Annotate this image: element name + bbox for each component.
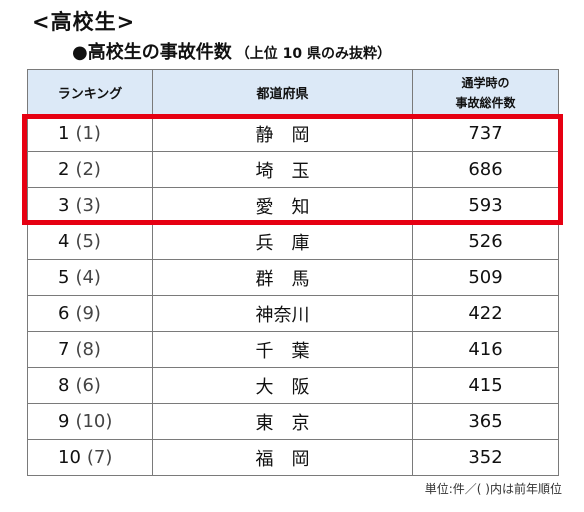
header-count: 通学時の 事故総件数	[412, 69, 559, 116]
previous-rank: (10)	[75, 411, 113, 432]
rank-value: 1	[58, 123, 70, 144]
prefecture-name: 大阪	[255, 376, 328, 398]
ranking-table: ランキング 都道府県 通学時の 事故総件数 1 (1) 静岡 737 2 (2) 埼玉 686…	[27, 69, 559, 476]
table-row: 1 (1) 静岡 737	[27, 115, 559, 152]
rank-cell: 7 (8)	[27, 331, 153, 368]
table-row: 2 (2) 埼玉 686	[27, 151, 559, 188]
prefecture-name: 群馬	[255, 268, 328, 290]
table-row: 5 (4) 群馬 509	[27, 259, 559, 296]
table-header-row: ランキング 都道府県 通学時の 事故総件数	[27, 69, 559, 116]
table-row: 4 (5) 兵庫 526	[27, 223, 559, 260]
table-row: 8 (6) 大阪 415	[27, 367, 559, 404]
table-title-note: （上位 10 県のみ抜粋）	[235, 46, 391, 62]
prefecture-cell: 埼玉	[152, 151, 413, 188]
rank-value: 7	[58, 339, 70, 360]
table-title: ●高校生の事故件数 （上位 10 県のみ抜粋）	[72, 38, 391, 64]
prefecture-cell: 千葉	[152, 331, 413, 368]
count-cell: 593	[412, 187, 559, 224]
prefecture-name: 東京	[255, 412, 328, 434]
prefecture-name: 神奈川	[255, 304, 310, 326]
rank-cell: 5 (4)	[27, 259, 153, 296]
count-cell: 526	[412, 223, 559, 260]
rank-value: 3	[58, 195, 70, 216]
prefecture-name: 兵庫	[255, 232, 328, 254]
previous-rank: (8)	[75, 339, 101, 360]
header-count-line1: 通学時の	[461, 75, 510, 90]
rank-cell: 10 (7)	[27, 439, 153, 476]
prefecture-cell: 大阪	[152, 367, 413, 404]
prefecture-cell: 神奈川	[152, 295, 413, 332]
table-title-main: ●高校生の事故件数	[72, 42, 232, 63]
table-row: 7 (8) 千葉 416	[27, 331, 559, 368]
section-heading: <高校生>	[32, 10, 136, 34]
header-prefecture: 都道府県	[152, 69, 413, 116]
previous-rank: (4)	[75, 267, 101, 288]
prefecture-name: 埼玉	[255, 160, 328, 182]
previous-rank: (7)	[86, 447, 113, 468]
rank-value: 2	[58, 159, 70, 180]
count-cell: 352	[412, 439, 559, 476]
count-cell: 686	[412, 151, 559, 188]
count-cell: 415	[412, 367, 559, 404]
table-row: 6 (9) 神奈川 422	[27, 295, 559, 332]
previous-rank: (6)	[75, 375, 101, 396]
count-cell: 422	[412, 295, 559, 332]
rank-value: 8	[58, 375, 70, 396]
prefecture-cell: 群馬	[152, 259, 413, 296]
count-cell: 737	[412, 115, 559, 152]
previous-rank: (5)	[75, 231, 101, 252]
rank-cell: 8 (6)	[27, 367, 153, 404]
table-row: 10 (7) 福岡 352	[27, 439, 559, 476]
table-row: 3 (3) 愛知 593	[27, 187, 559, 224]
rank-value: 10	[58, 447, 81, 468]
header-count-line2: 事故総件数	[455, 95, 516, 110]
count-cell: 365	[412, 403, 559, 440]
rank-cell: 6 (9)	[27, 295, 153, 332]
rank-value: 4	[58, 231, 70, 252]
rank-cell: 2 (2)	[27, 151, 153, 188]
prefecture-cell: 東京	[152, 403, 413, 440]
prefecture-cell: 兵庫	[152, 223, 413, 260]
prefecture-cell: 福岡	[152, 439, 413, 476]
rank-value: 5	[58, 267, 70, 288]
prefecture-name: 静岡	[255, 124, 328, 146]
prefecture-name: 福岡	[255, 448, 328, 470]
rank-cell: 9 (10)	[27, 403, 153, 440]
prefecture-cell: 静岡	[152, 115, 413, 152]
rank-cell: 4 (5)	[27, 223, 153, 260]
footnote: 単位:件／( )内は前年順位	[424, 482, 562, 496]
previous-rank: (9)	[75, 303, 101, 324]
rank-cell: 1 (1)	[27, 115, 153, 152]
previous-rank: (3)	[75, 195, 101, 216]
rank-value: 6	[58, 303, 70, 324]
previous-rank: (1)	[75, 123, 101, 144]
rank-cell: 3 (3)	[27, 187, 153, 224]
previous-rank: (2)	[75, 159, 101, 180]
count-cell: 509	[412, 259, 559, 296]
prefecture-name: 愛知	[255, 196, 328, 218]
header-rank: ランキング	[27, 69, 153, 116]
table-row: 9 (10) 東京 365	[27, 403, 559, 440]
prefecture-name: 千葉	[255, 340, 328, 362]
count-cell: 416	[412, 331, 559, 368]
rank-value: 9	[58, 411, 70, 432]
prefecture-cell: 愛知	[152, 187, 413, 224]
